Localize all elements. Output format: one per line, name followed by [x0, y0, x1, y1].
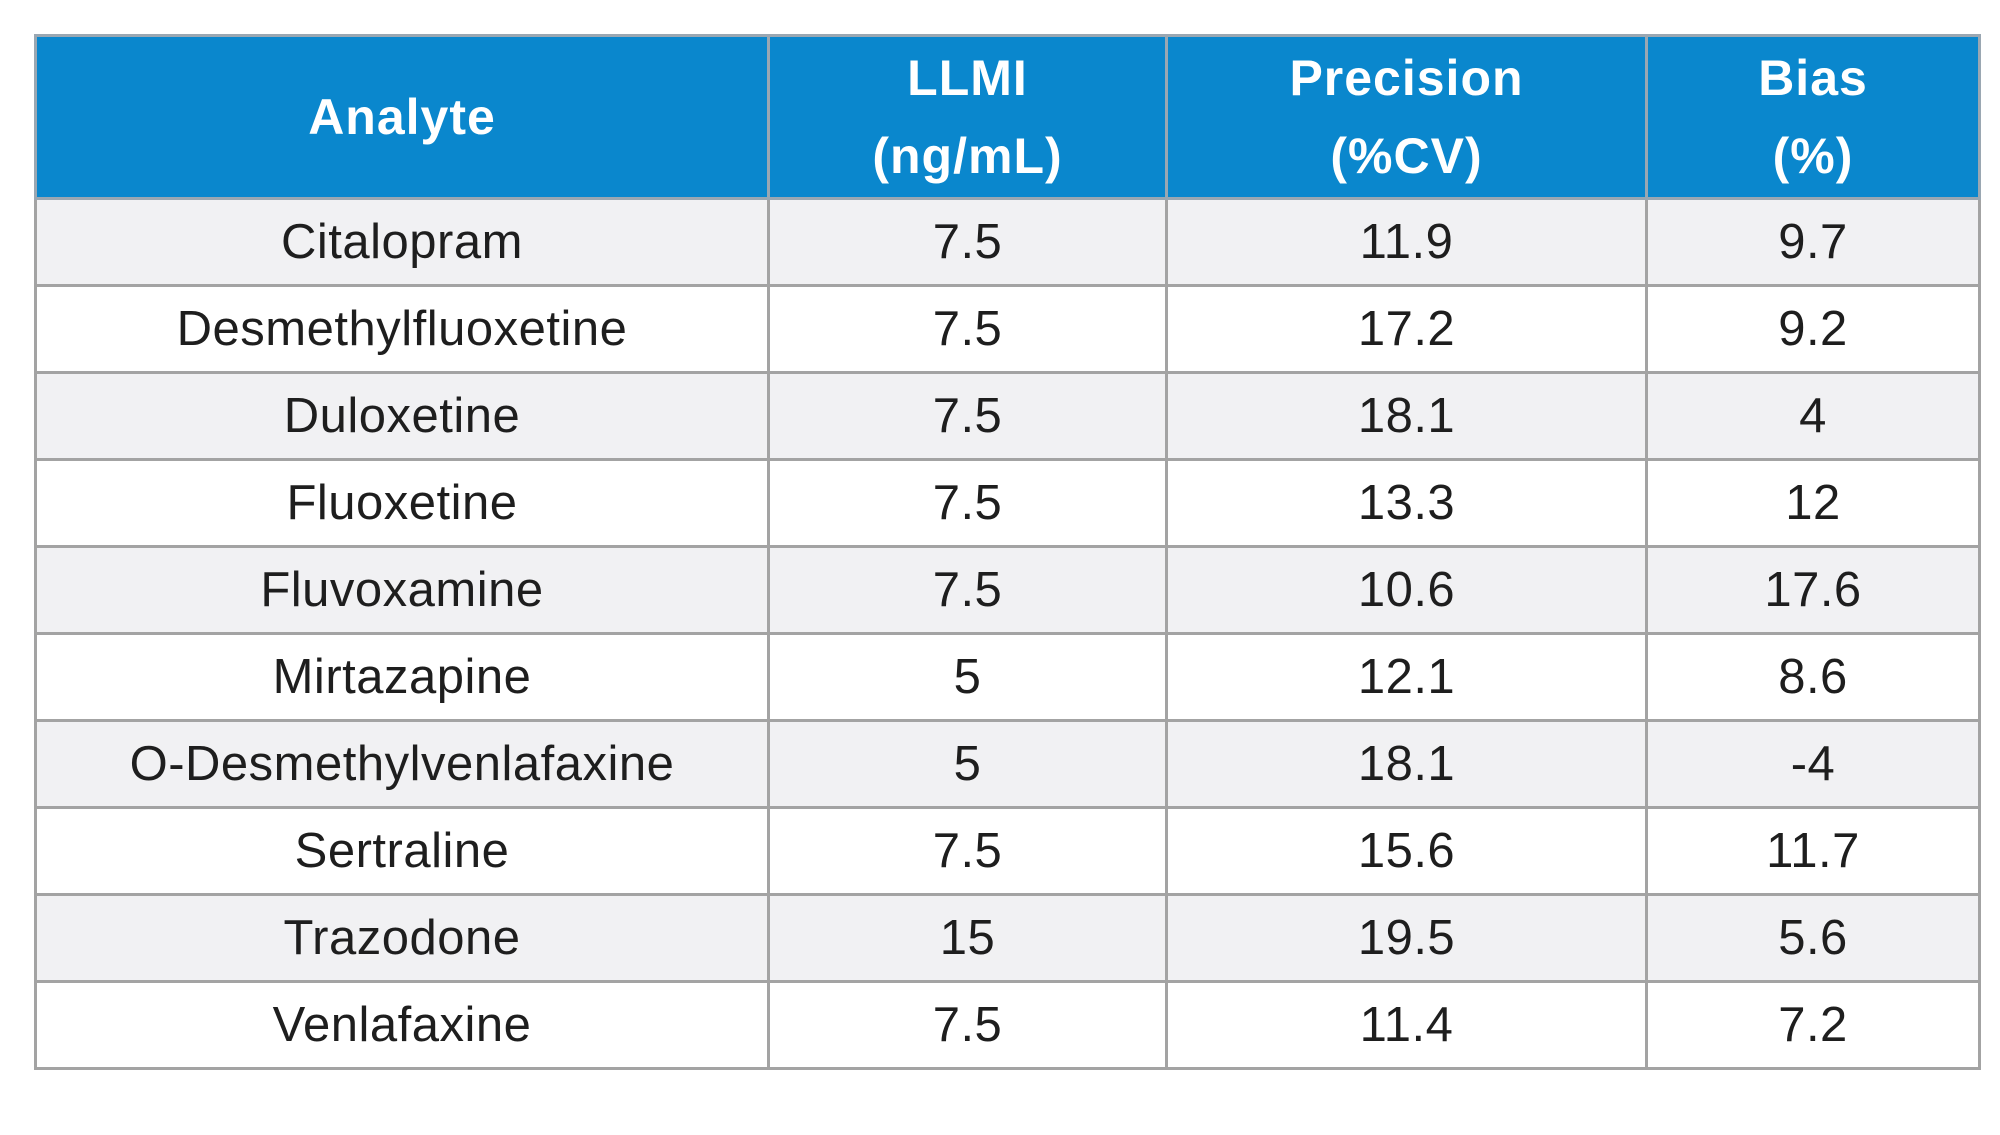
- header-precision-unit: (%CV): [1330, 128, 1483, 184]
- header-row: Analyte LLMI (ng/mL) Precision (%CV) Bia…: [34, 34, 1981, 200]
- cell-llmi: 7.5: [767, 458, 1168, 548]
- cell-bias: 9.7: [1645, 197, 1981, 287]
- cell-analyte: Duloxetine: [34, 371, 770, 461]
- cell-bias: 5.6: [1645, 893, 1981, 983]
- header-precision: Precision (%CV): [1165, 34, 1648, 200]
- cell-llmi: 7.5: [767, 806, 1168, 896]
- header-bias-label: Bias: [1758, 50, 1868, 106]
- cell-llmi: 7.5: [767, 980, 1168, 1070]
- cell-analyte: Mirtazapine: [34, 632, 770, 722]
- cell-precision: 19.5: [1165, 893, 1648, 983]
- table-row: Duloxetine 7.5 18.1 4: [34, 371, 1981, 461]
- cell-bias: 7.2: [1645, 980, 1981, 1070]
- cell-precision: 13.3: [1165, 458, 1648, 548]
- cell-bias: 11.7: [1645, 806, 1981, 896]
- cell-llmi: 5: [767, 632, 1168, 722]
- cell-llmi: 15: [767, 893, 1168, 983]
- header-bias-unit: (%): [1772, 128, 1854, 184]
- cell-bias: 17.6: [1645, 545, 1981, 635]
- table-row: Venlafaxine 7.5 11.4 7.2: [34, 980, 1981, 1070]
- table-row: O-Desmethylvenlafaxine 5 18.1 -4: [34, 719, 1981, 809]
- cell-analyte: Trazodone: [34, 893, 770, 983]
- header-llmi-label: LLMI: [907, 50, 1028, 106]
- cell-precision: 17.2: [1165, 284, 1648, 374]
- cell-bias: 4: [1645, 371, 1981, 461]
- table-row: Sertraline 7.5 15.6 11.7: [34, 806, 1981, 896]
- cell-llmi: 5: [767, 719, 1168, 809]
- header-precision-label: Precision: [1289, 50, 1524, 106]
- cell-precision: 18.1: [1165, 719, 1648, 809]
- cell-bias: 9.2: [1645, 284, 1981, 374]
- cell-precision: 15.6: [1165, 806, 1648, 896]
- cell-precision: 10.6: [1165, 545, 1648, 635]
- table-row: Trazodone 15 19.5 5.6: [34, 893, 1981, 983]
- cell-analyte: Fluvoxamine: [34, 545, 770, 635]
- cell-llmi: 7.5: [767, 545, 1168, 635]
- cell-llmi: 7.5: [767, 197, 1168, 287]
- cell-precision: 11.9: [1165, 197, 1648, 287]
- cell-llmi: 7.5: [767, 371, 1168, 461]
- header-llmi: LLMI (ng/mL): [767, 34, 1168, 200]
- header-analyte-label: Analyte: [308, 89, 496, 145]
- table-row: Fluoxetine 7.5 13.3 12: [34, 458, 1981, 548]
- cell-analyte: Fluoxetine: [34, 458, 770, 548]
- cell-bias: 12: [1645, 458, 1981, 548]
- header-analyte: Analyte: [34, 34, 770, 200]
- cell-analyte: Citalopram: [34, 197, 770, 287]
- cell-bias: 8.6: [1645, 632, 1981, 722]
- header-llmi-unit: (ng/mL): [872, 128, 1063, 184]
- cell-analyte: Desmethylfluoxetine: [34, 284, 770, 374]
- table-row: Desmethylfluoxetine 7.5 17.2 9.2: [34, 284, 1981, 374]
- cell-precision: 12.1: [1165, 632, 1648, 722]
- cell-llmi: 7.5: [767, 284, 1168, 374]
- cell-precision: 11.4: [1165, 980, 1648, 1070]
- table-row: Citalopram 7.5 11.9 9.7: [34, 197, 1981, 287]
- cell-bias: -4: [1645, 719, 1981, 809]
- table-row: Mirtazapine 5 12.1 8.6: [34, 632, 1981, 722]
- cell-analyte: O-Desmethylvenlafaxine: [34, 719, 770, 809]
- cell-precision: 18.1: [1165, 371, 1648, 461]
- table-row: Fluvoxamine 7.5 10.6 17.6: [34, 545, 1981, 635]
- data-table: Analyte LLMI (ng/mL) Precision (%CV) Bia…: [34, 34, 1981, 1070]
- cell-analyte: Venlafaxine: [34, 980, 770, 1070]
- header-bias: Bias (%): [1645, 34, 1981, 200]
- cell-analyte: Sertraline: [34, 806, 770, 896]
